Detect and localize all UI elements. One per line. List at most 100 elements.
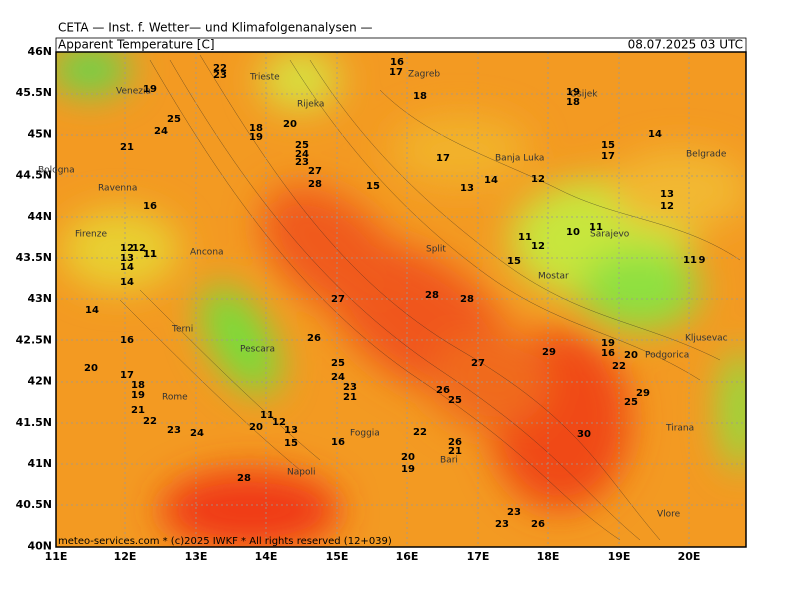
city-label: Banja Luka (495, 154, 544, 164)
map-title: Apparent Temperature [C] (58, 38, 215, 52)
city-label: Sarajevo (590, 230, 630, 240)
y-tick-label: 42N (27, 375, 52, 388)
x-tick-label: 18E (537, 550, 560, 563)
y-tick-label: 41.5N (16, 416, 52, 429)
city-label: Mostar (538, 272, 569, 282)
contour-label: 11 (589, 222, 603, 233)
contour-label: 16 (331, 437, 345, 448)
contour-label: 20 (401, 452, 415, 463)
city-label: Osijek (570, 90, 598, 100)
contour-label: 29 (636, 388, 650, 399)
contour-label: 16 (120, 335, 134, 346)
contour-label: 26 (436, 385, 450, 396)
contour-label: 28 (460, 294, 474, 305)
footer-credit: meteo-services.com * (c)2025 IWKF * All … (58, 536, 392, 547)
contour-label: 14 (85, 305, 99, 316)
contour-label: 19 (131, 390, 145, 401)
city-label: Split (426, 245, 446, 255)
city-label: Rome (162, 393, 188, 403)
contour-label: 24 (154, 126, 168, 137)
contour-label: 25 (624, 397, 638, 408)
contour-label: 14 (648, 129, 662, 140)
contour-label: 19 (143, 84, 157, 95)
y-tick-label: 45N (27, 127, 52, 140)
field (56, 52, 746, 547)
city-label: Venezia (116, 87, 151, 97)
x-tick-label: 15E (326, 550, 349, 563)
y-tick-label: 43.5N (16, 251, 52, 264)
contour-label: 22 (143, 416, 157, 427)
contour-label: 12 (120, 243, 134, 254)
contour-label: 26 (448, 437, 462, 448)
contour-label: 14 (120, 277, 134, 288)
contour-label: 23 (343, 382, 357, 393)
contour-label: 24 (190, 428, 204, 439)
contour-label: 12 (531, 241, 545, 252)
contour-label: 14 (484, 175, 498, 186)
x-tick-label: 16E (396, 550, 419, 563)
contour-label: 18 (249, 123, 263, 134)
contour-label: 12 (531, 174, 545, 185)
contour-label: 12 (132, 243, 146, 254)
city-label: Ancona (190, 248, 224, 258)
contour-label: 13 (660, 189, 674, 200)
y-tick-label: 45.5N (16, 86, 52, 99)
contour-label: 23 (507, 507, 521, 518)
contour-label: 25 (448, 395, 462, 406)
city-label: Firenze (75, 230, 107, 240)
contour-label: 9 (699, 255, 706, 266)
contour-label: 26 (531, 519, 545, 530)
contour-label: 11 (683, 255, 697, 266)
city-label: Belgrade (686, 150, 727, 160)
contour-label: 17 (389, 67, 403, 78)
contour-label: 27 (331, 294, 345, 305)
contour-label: 16 (143, 201, 157, 212)
contour-label: 27 (471, 358, 485, 369)
contour-label: 16 (601, 348, 615, 359)
contour-label: 15 (366, 181, 380, 192)
city-label: Podgorica (645, 351, 689, 361)
contour-label: 18 (131, 380, 145, 391)
city-label: Zagreb (408, 70, 440, 80)
contour-label: 15 (601, 140, 615, 151)
header-line: CETA — Inst. f. Wetter— und Klimafolgena… (58, 21, 373, 35)
contour-label: 16 (390, 57, 404, 68)
x-tick-label: 13E (185, 550, 208, 563)
contour-label: 21 (448, 446, 462, 457)
contour-label: 20 (84, 363, 98, 374)
y-tick-label: 40N (27, 539, 52, 552)
contour-label: 19 (601, 338, 615, 349)
contour-label: 28 (425, 290, 439, 301)
contour-label: 19 (249, 132, 263, 143)
y-tick-label: 42.5N (16, 333, 52, 346)
contour-label: 11 (518, 232, 532, 243)
contour-label: 13 (120, 253, 134, 264)
contour-label: 23 (495, 519, 509, 530)
contour-label: 22 (612, 361, 626, 372)
contour-label: 11 (143, 249, 157, 260)
contour-label: 11 (260, 410, 274, 421)
city-label: Terni (171, 325, 193, 335)
y-tick-label: 40.5N (16, 498, 52, 511)
y-tick-label: 46N (27, 45, 52, 58)
contour-label: 17 (436, 153, 450, 164)
contour-label: 13 (460, 183, 474, 194)
city-label: Rijeka (297, 100, 324, 110)
y-tick-label: 43N (27, 292, 52, 305)
contour-label: 30 (577, 429, 591, 440)
city-label: Bari (440, 456, 458, 466)
contour-label: 27 (308, 166, 322, 177)
contour-label: 21 (120, 142, 134, 153)
contour-label: 26 (307, 333, 321, 344)
contour-label: 12 (272, 417, 286, 428)
contour-label: 25 (331, 358, 345, 369)
x-tick-label: 19E (608, 550, 631, 563)
contour-label: 20 (249, 422, 263, 433)
city-label: Bologna (38, 166, 75, 176)
contour-label: 11 (143, 249, 157, 260)
contour-label: 21 (131, 405, 145, 416)
x-tick-label: 17E (467, 550, 490, 563)
contour-label: 28 (237, 473, 251, 484)
contour-label: 12 (660, 201, 674, 212)
y-tick-label: 44N (27, 210, 52, 223)
